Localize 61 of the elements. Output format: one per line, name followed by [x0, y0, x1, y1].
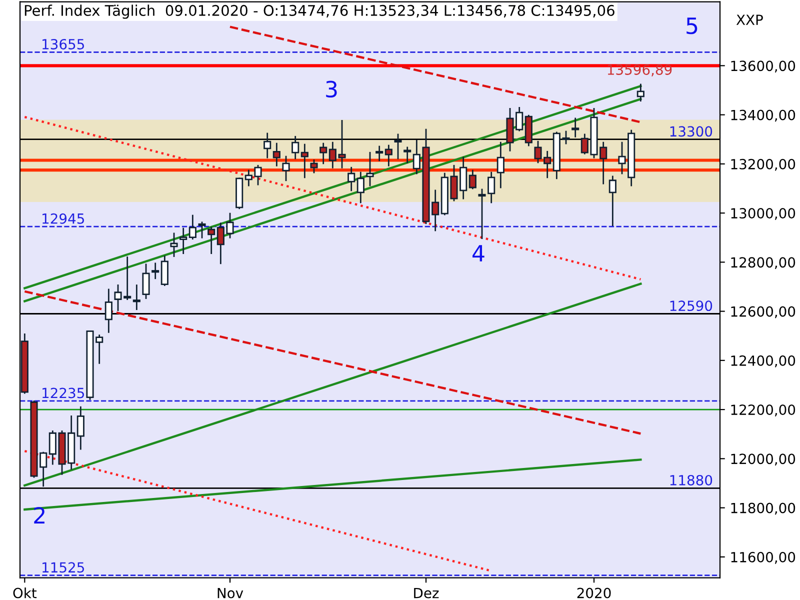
x-tick-label: 2020	[577, 588, 611, 598]
candlestick	[496, 142, 504, 188]
candlestick	[104, 288, 112, 333]
ref-line-label: 12590	[670, 300, 712, 312]
ref-line-label: 13300	[670, 126, 712, 137]
y-tick-label: 11800,00	[731, 502, 796, 515]
candlestick	[142, 264, 150, 299]
candlestick	[366, 152, 374, 186]
text: XXP	[736, 14, 763, 25]
y-tick-label: 13600,00	[731, 60, 796, 73]
candlestick	[198, 222, 206, 238]
y-tick-label: 12600,00	[731, 306, 796, 318]
candlestick	[608, 176, 616, 226]
candlestick	[160, 256, 168, 286]
candlestick	[310, 160, 318, 174]
candlestick	[272, 142, 280, 166]
candlestick	[76, 406, 84, 450]
annotation: 4	[472, 245, 484, 262]
annotation: 2	[34, 506, 44, 524]
candlestick	[300, 144, 308, 178]
candlestick	[170, 232, 178, 257]
candlestick	[572, 118, 580, 138]
candlestick	[152, 262, 160, 280]
candlestick	[282, 156, 290, 182]
candlestick	[188, 214, 196, 240]
annotation: 13596,89	[608, 64, 672, 76]
ref-line-label: 12235	[42, 388, 84, 398]
y-tick-label: 12400,00	[731, 355, 796, 368]
candlestick	[132, 284, 140, 310]
candlestick	[348, 166, 356, 192]
candlestick	[264, 132, 272, 158]
y-tick-label: 13000,00	[731, 208, 796, 220]
annotation: 5	[686, 18, 698, 34]
y-tick-label: 12800,00	[731, 257, 796, 270]
chart-title: Perf. Index Täglich 09.01.2020 - O:13474,76 H:13523,34 L:13456,78 C:13495,06	[24, 4, 614, 19]
candlestick	[180, 228, 188, 254]
ref-line-label: 12945	[42, 213, 84, 224]
candlestick	[376, 146, 384, 162]
candlestick	[208, 226, 216, 254]
candlestick	[384, 144, 392, 166]
x-tick-label: Dez	[414, 588, 439, 598]
x-tick-label: Okt	[13, 588, 37, 598]
candlestick	[292, 136, 300, 160]
candlestick	[478, 188, 486, 240]
x-tick-label: Nov	[218, 588, 244, 598]
y-tick-label: 13200,00	[731, 158, 796, 171]
candlestick	[356, 172, 364, 204]
candlestick	[636, 84, 644, 102]
candlestick	[320, 142, 328, 164]
candlestick	[404, 146, 412, 164]
annotation: 3	[326, 80, 337, 98]
ref-line-label: 11880	[670, 474, 712, 486]
ref-line-label: 11525	[42, 562, 84, 573]
candlestick	[468, 170, 476, 190]
y-tick-label: 12200,00	[731, 404, 796, 416]
y-tick-label: 13400,00	[731, 110, 796, 122]
candlestick	[394, 134, 402, 160]
y-tick-label: 12000,00	[731, 454, 796, 466]
ref-line-label: 13655	[42, 38, 84, 50]
y-tick-label: 11600,00	[731, 552, 796, 564]
candlestick	[488, 172, 496, 204]
